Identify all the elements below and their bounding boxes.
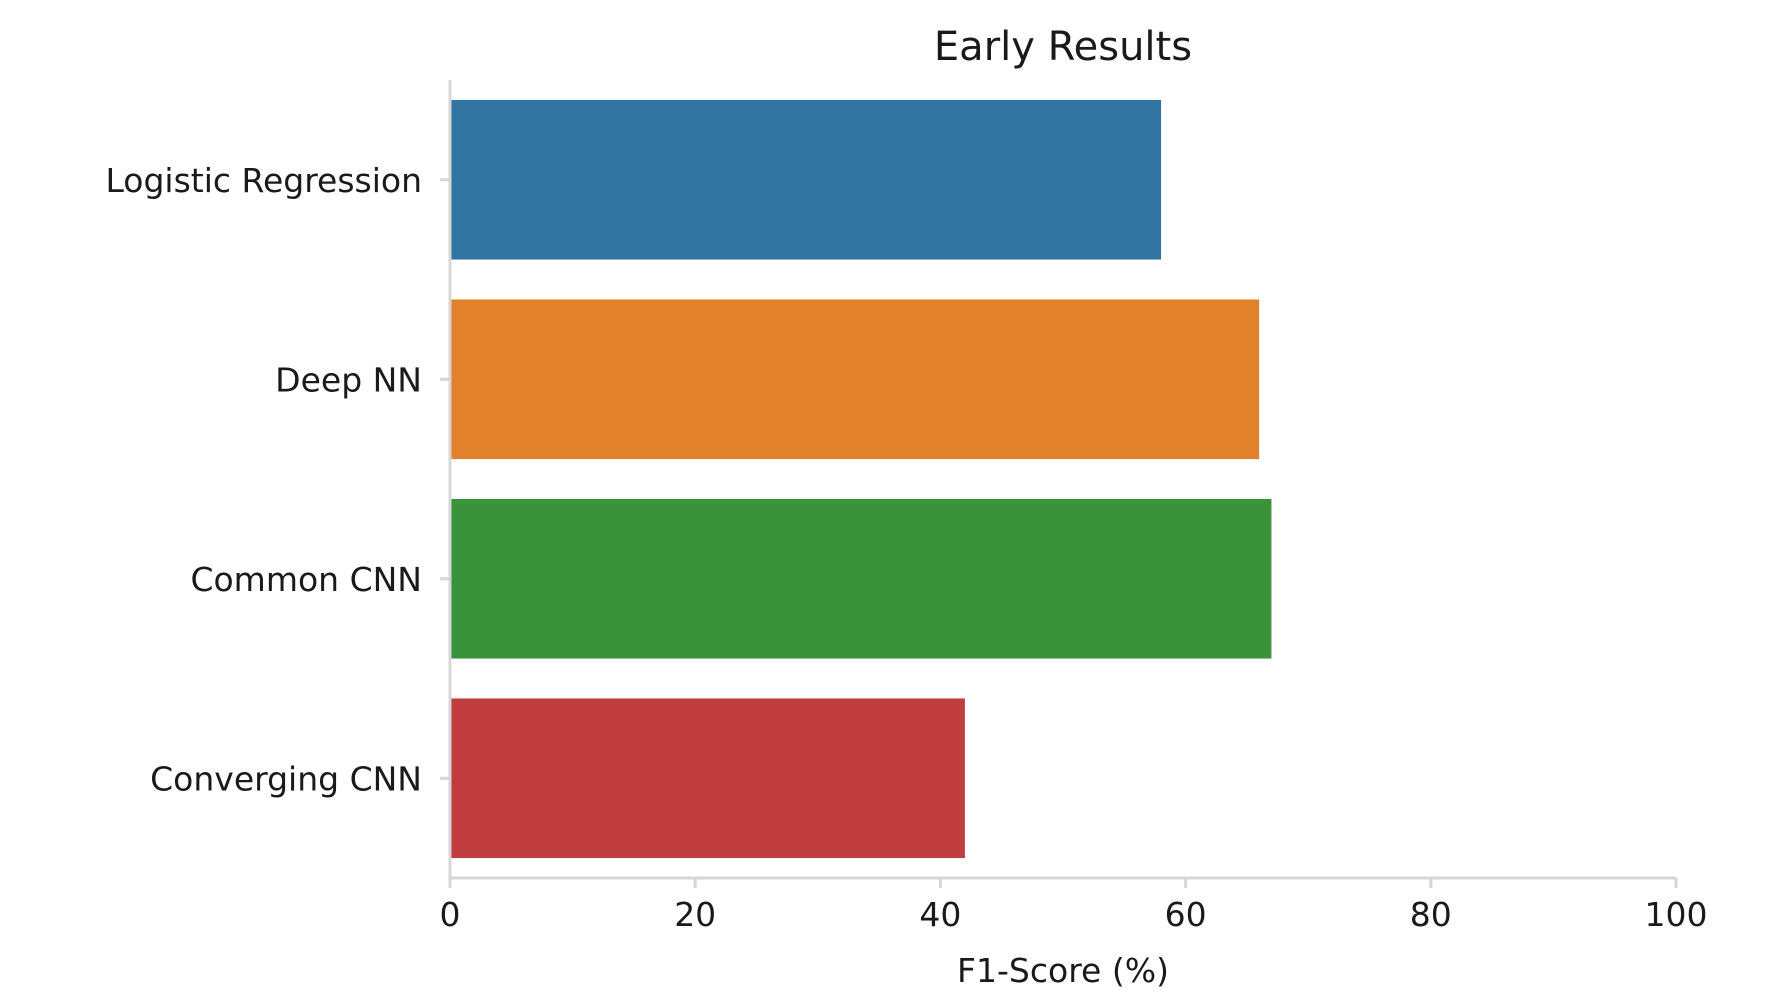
x-tick-label: 100 <box>1645 895 1708 934</box>
chart-title: Early Results <box>934 24 1192 70</box>
y-tick-label: Common CNN <box>190 560 422 599</box>
y-axis: Logistic Regression Deep NN Common CNN Conv… <box>105 80 452 878</box>
x-tick-label: 80 <box>1410 895 1452 934</box>
y-tick-label: Deep NN <box>275 360 422 399</box>
bar-converging-cnn <box>450 698 965 859</box>
x-tick-label: 0 <box>440 895 461 934</box>
bar-common-cnn <box>450 498 1272 659</box>
x-axis-label: F1-Score (%) <box>957 951 1169 990</box>
bar-deep-nn <box>450 299 1260 460</box>
x-axis: 0 20 40 60 80 100 <box>440 876 1708 934</box>
x-tick-label: 20 <box>674 895 716 934</box>
x-tick-label: 40 <box>919 895 961 934</box>
bars-group <box>450 99 1272 859</box>
bar-logistic-regression <box>450 99 1162 260</box>
x-tick-label: 60 <box>1165 895 1207 934</box>
y-tick-label: Converging CNN <box>150 759 422 798</box>
y-tick-label: Logistic Regression <box>105 161 422 200</box>
